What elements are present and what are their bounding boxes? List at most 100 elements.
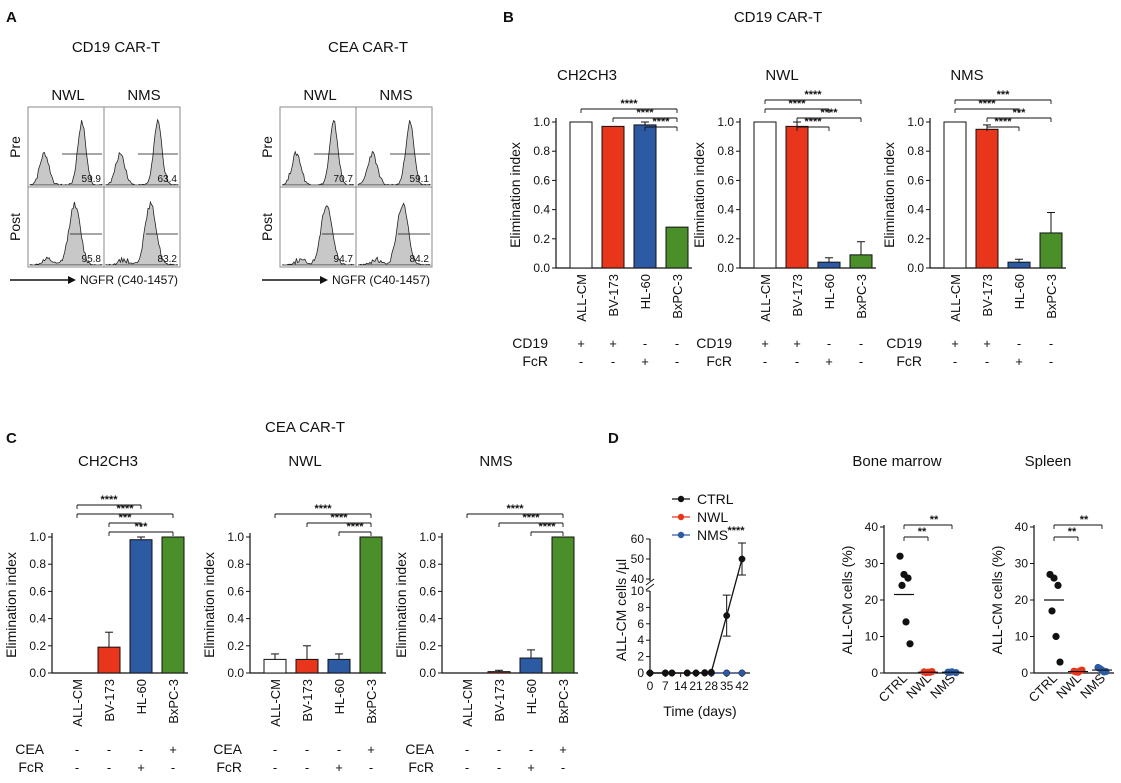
y-tick-label: 0.4 — [227, 612, 244, 626]
marker-sign: - — [1049, 354, 1053, 369]
marker-sign: - — [859, 354, 863, 369]
sig-label: **** — [804, 89, 822, 101]
flow-col-label: NMS — [379, 87, 412, 104]
sig-label: **** — [636, 107, 654, 119]
legend-marker — [677, 531, 685, 539]
marker-sign: + — [793, 336, 801, 351]
marker-sign: + — [951, 336, 959, 351]
sig-label: ** — [930, 514, 939, 526]
series-point — [683, 669, 691, 677]
y-tick-label: 0.2 — [29, 639, 46, 653]
flow-col-label: NMS — [127, 87, 160, 104]
panel-c-header: CEA CAR-T — [265, 419, 345, 436]
marker-sign: - — [107, 760, 111, 775]
y-tick-label: 0.6 — [717, 173, 734, 187]
y-axis-label: Elimination index — [507, 142, 523, 248]
series-point — [692, 669, 700, 677]
x-tick-label: BxPC-3 — [364, 679, 379, 724]
marker-sign: - — [337, 742, 341, 757]
data-point — [906, 640, 914, 648]
series-point — [707, 668, 715, 676]
flow-group: CD19 CAR-T NWL NMS Pre 59.9 63.4 Post 95.8 83.2 N… — [7, 39, 181, 287]
y-tick-label: 0.2 — [419, 639, 436, 653]
marker-row-label: CEA — [213, 741, 242, 757]
y-tick-label: 40 — [1015, 520, 1029, 534]
bar-chart: NWL 0.0 0.2 0.4 0.6 0.8 1.0 Elimination index AL… — [691, 67, 876, 369]
axis-break — [645, 583, 655, 591]
flow-histogram — [357, 120, 431, 186]
x-tick-label: HL-60 — [822, 274, 837, 309]
marker-row-label: FcR — [216, 759, 242, 775]
y-tick-label: 0.6 — [29, 584, 46, 598]
x-tick-label: ALL-CM — [758, 274, 773, 322]
y-axis-label: Elimination index — [881, 142, 897, 248]
sig-label: ** — [1068, 526, 1077, 538]
data-point — [1052, 632, 1060, 641]
y-tick-label: 1.0 — [533, 115, 550, 129]
chart-title: NWL — [765, 67, 798, 84]
flow-histogram — [358, 202, 432, 266]
x-axis-label: Time (days) — [663, 703, 736, 719]
marker-row-label: FcR — [18, 759, 44, 775]
marker-sign: + — [527, 760, 535, 775]
series-point — [738, 669, 746, 677]
flow-histogram — [281, 119, 355, 186]
data-point — [904, 574, 912, 582]
marker-sign: - — [529, 742, 533, 757]
data-point — [1054, 581, 1062, 590]
legend-marker — [677, 495, 685, 503]
y-tick-label: 1.0 — [419, 530, 436, 544]
panel-letter-c: C — [6, 430, 17, 447]
marker-sign: - — [497, 760, 501, 775]
flow-histogram — [105, 200, 179, 266]
flow-group: CEA CAR-T NWL NMS Pre 70.7 59.1 Post 94.7 84.2 NG… — [259, 39, 433, 287]
sig-label: **** — [506, 503, 524, 515]
bar — [849, 254, 873, 269]
chart-title: NWL — [288, 453, 321, 470]
marker-sign: - — [107, 742, 111, 757]
bar — [665, 226, 689, 269]
x-tick-label: 7 — [662, 679, 669, 693]
y-tick-label: 0.2 — [533, 232, 550, 246]
y-tick-label: 0.8 — [533, 144, 550, 158]
y-tick-label: 0.8 — [227, 557, 244, 571]
flow-row-label: Pre — [7, 136, 23, 158]
bar — [1007, 261, 1031, 269]
flow-histogram — [29, 120, 103, 186]
y-tick-label: 0.2 — [717, 232, 734, 246]
data-point — [896, 552, 904, 560]
bar — [519, 657, 543, 674]
y-tick-label: 30 — [865, 557, 879, 571]
flow-row-label: Pre — [259, 136, 275, 158]
marker-row-label: CEA — [15, 741, 44, 757]
marker-sign: - — [795, 354, 799, 369]
chart-title: NMS — [479, 453, 512, 470]
legend-label: NWL — [697, 509, 728, 525]
x-tick-label: ALL-CM — [460, 679, 475, 727]
sig-label: **** — [116, 503, 134, 515]
bar — [753, 121, 777, 269]
flow-axis-label: NGFR (C40-1457) — [332, 273, 430, 287]
x-tick-label: BV-173 — [980, 274, 995, 317]
marker-sign: - — [75, 760, 79, 775]
bar — [129, 539, 153, 674]
sig-label: *** — [119, 512, 133, 524]
chart-title: CH2CH3 — [557, 67, 617, 84]
marker-sign: + — [577, 336, 585, 351]
y-tick-label: 0.0 — [29, 666, 46, 680]
bar — [161, 536, 185, 674]
y-tick-label: 4 — [637, 633, 644, 647]
y-tick-label: 6 — [637, 617, 644, 631]
marker-sign: - — [369, 760, 373, 775]
arrow-head — [320, 276, 328, 284]
y-tick-label: 0.4 — [907, 203, 924, 217]
flow-percent: 94.7 — [334, 254, 354, 265]
marker-sign: - — [273, 760, 277, 775]
bar-chart: NMS 0.0 0.2 0.4 0.6 0.8 1.0 Elimination index AL… — [881, 67, 1066, 369]
marker-sign: + — [641, 354, 649, 369]
y-tick-label: 0.4 — [533, 203, 550, 217]
